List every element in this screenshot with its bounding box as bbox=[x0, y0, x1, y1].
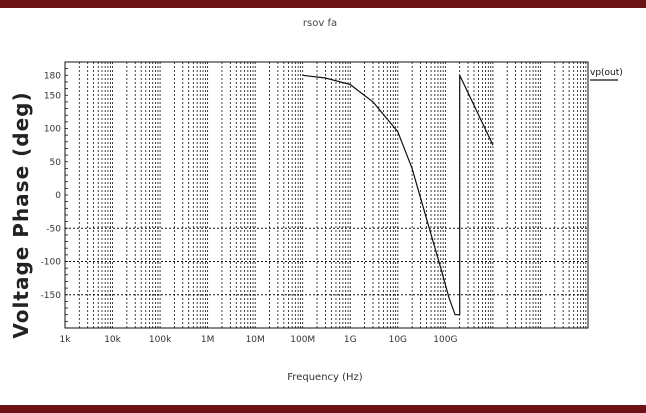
x-tick-label: 1k bbox=[60, 335, 72, 345]
series-line bbox=[459, 75, 494, 315]
x-tick-label: 1G bbox=[344, 335, 357, 345]
y-tick-label: 150 bbox=[44, 91, 61, 101]
chart-title: rsov fa bbox=[302, 18, 338, 29]
x-tick-label: 1M bbox=[201, 335, 215, 345]
bottom-border bbox=[0, 405, 646, 413]
y-tick-label: 180 bbox=[44, 71, 61, 81]
plot-frame bbox=[64, 61, 589, 329]
x-tick-label: 100M bbox=[290, 335, 315, 345]
y-ticks: 180 150 100 50 0 -50 -100 -150 bbox=[41, 71, 62, 300]
x-tick-label: 100k bbox=[149, 335, 172, 345]
y-tick-label: -50 bbox=[46, 224, 61, 234]
grid bbox=[65, 61, 588, 329]
legend-label: vp(out) bbox=[590, 68, 623, 78]
top-border bbox=[0, 0, 646, 8]
x-tick-label: 10G bbox=[389, 335, 407, 345]
y-tick-label: 50 bbox=[50, 158, 62, 168]
x-tick-label: 100G bbox=[433, 335, 457, 345]
y-tick-label: 100 bbox=[44, 125, 61, 135]
y-tick-label: -150 bbox=[41, 291, 62, 301]
x-axis-label: Frequency (Hz) bbox=[287, 372, 363, 383]
x-tick-label: 10k bbox=[104, 335, 121, 345]
x-tick-label: 10M bbox=[246, 335, 265, 345]
x-ticks: 1k 10k 100k 1M 10M 100M 1G 10G 100G bbox=[60, 335, 458, 345]
series bbox=[302, 74, 494, 316]
series-line bbox=[302, 74, 460, 316]
y-tick-label: 0 bbox=[55, 191, 61, 201]
y-tick-label: -100 bbox=[41, 258, 62, 268]
legend: vp(out) bbox=[590, 68, 623, 81]
